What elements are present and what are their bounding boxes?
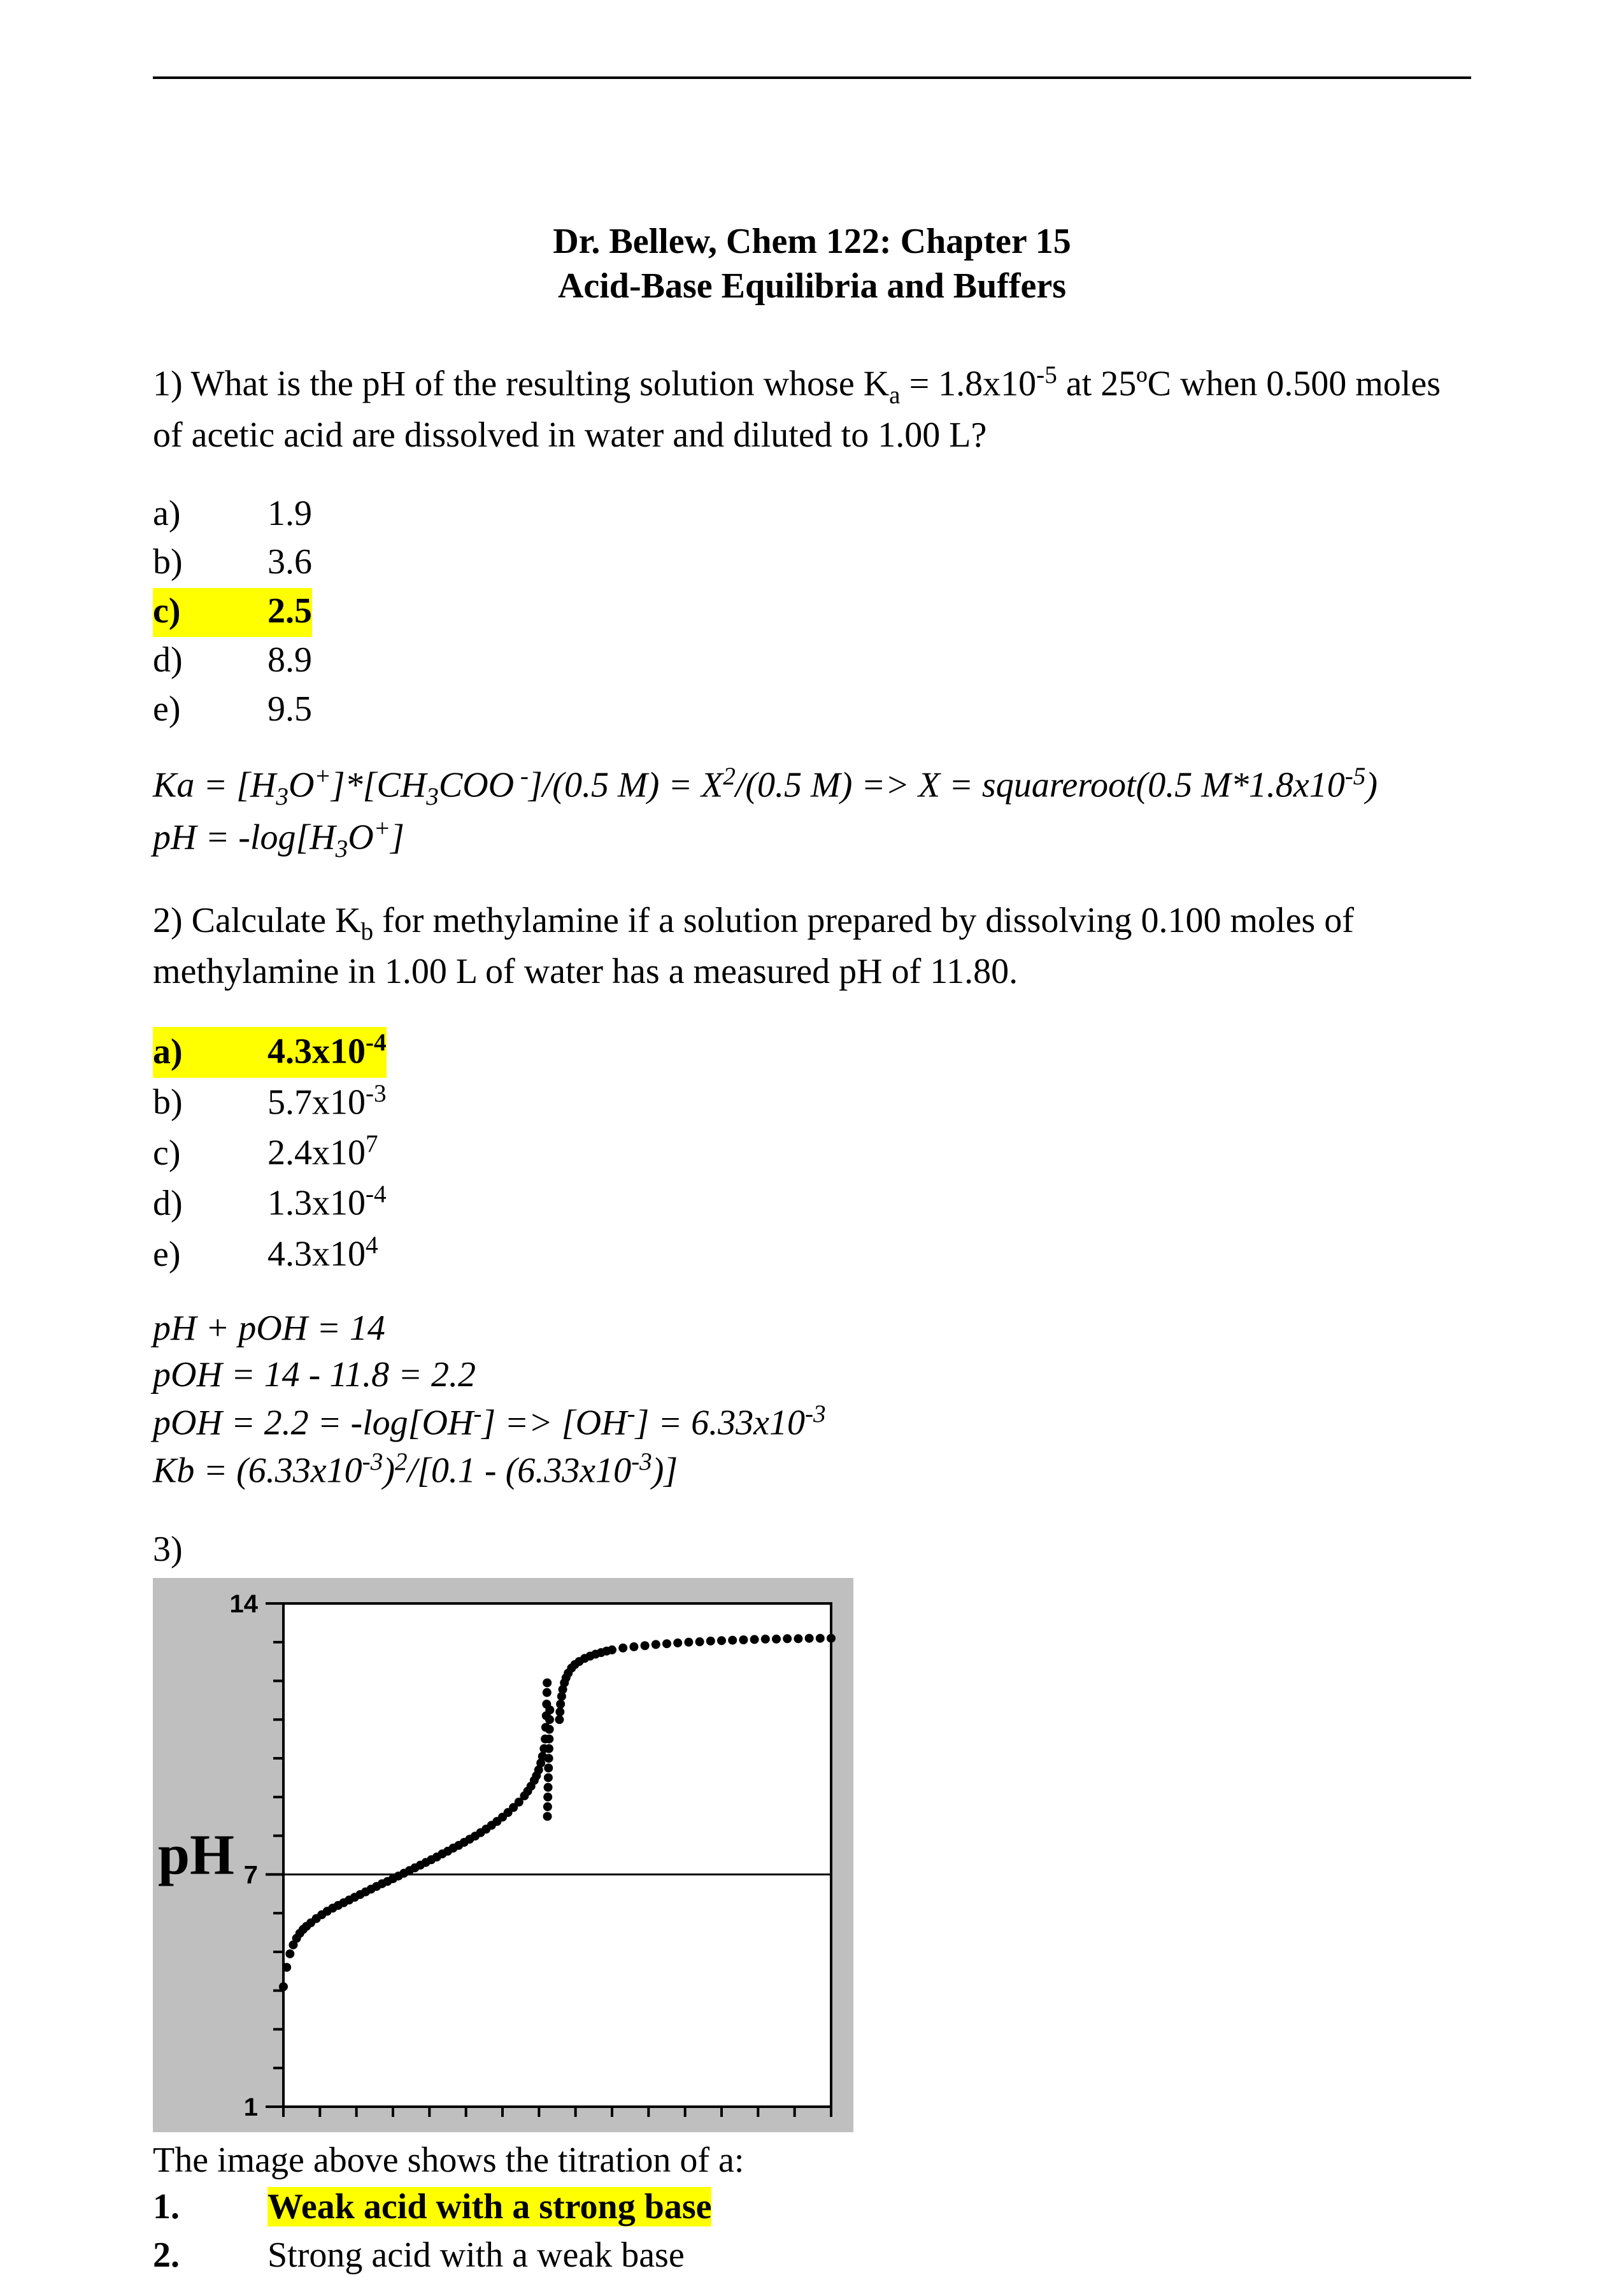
choice-value: 3.6 [267,539,312,588]
svg-text:1: 1 [244,2093,258,2121]
choice-value: 2.5 [267,588,312,637]
choice-row: e)9.5 [153,686,312,735]
chart-y-axis-label: pH [158,1822,234,1888]
answer-text: Strong acid with a weak base [267,2232,711,2280]
answer-number: 1. [153,2183,267,2232]
choice-value: 8.9 [267,637,312,686]
svg-text:7: 7 [244,1861,258,1889]
choice-letter: d) [153,637,267,686]
document-title: Dr. Bellew, Chem 122: Chapter 15 Acid-Ba… [153,219,1471,308]
svg-text:14: 14 [230,1590,259,1618]
choice-row: c)2.4x107 [153,1128,387,1179]
choice-row: b)3.6 [153,539,312,588]
q1-work-line: pH = -log[H3O+] [153,813,1471,866]
q2-choices: a)4.3x10-4b)5.7x10-3c)2.4x107d)1.3x10-4e… [153,1027,387,1280]
choice-letter: d) [153,1179,267,1229]
q2-prompt: 2) Calculate Kb for methylamine if a sol… [153,898,1471,995]
choice-row: b)5.7x10-3 [153,1078,387,1128]
answer-row: 2.Strong acid with a weak base [153,2232,711,2280]
q1-work-line: Ka = [H3O+]*[CH3COO -]/(0.5 M) = X2/(0.5… [153,761,1471,814]
choice-letter: c) [153,588,267,637]
choice-row: d)1.3x10-4 [153,1179,387,1229]
choice-value: 5.7x10-3 [267,1078,387,1128]
choice-letter: a) [153,1027,267,1077]
answer-number: 2. [153,2232,267,2280]
page: Dr. Bellew, Chem 122: Chapter 15 Acid-Ba… [0,0,1624,2102]
chart-svg: 1714 [153,1578,853,2132]
q3-caption: The image above shows the titration of a… [153,2137,1471,2184]
q1-work: Ka = [H3O+]*[CH3COO -]/(0.5 M) = X2/(0.5… [153,761,1471,866]
choice-letter: e) [153,686,267,735]
q2-work-line: pOH = 2.2 = -log[OH-] => [OH-] = 6.33x10… [153,1398,1471,1446]
top-rule [153,76,1471,79]
answer-text: Weak acid with a strong base [267,2183,711,2232]
choice-letter: b) [153,1078,267,1128]
title-line-1: Dr. Bellew, Chem 122: Chapter 15 [553,222,1071,261]
titration-chart: 1714 pH [153,1578,853,2132]
choice-row: d)8.9 [153,637,312,686]
choice-value: 9.5 [267,686,312,735]
q3-label: 3) [153,1526,1471,1573]
answer-row: 1.Weak acid with a strong base [153,2183,711,2232]
choice-letter: b) [153,539,267,588]
choice-letter: e) [153,1230,267,1280]
q2-work-line: pOH = 14 - 11.8 = 2.2 [153,1352,1471,1398]
choice-value: 4.3x104 [267,1230,387,1280]
choice-value: 4.3x10-4 [267,1027,387,1077]
q3-answers: 1.Weak acid with a strong base2.Strong a… [153,2183,711,2279]
choice-row: a)1.9 [153,491,312,540]
choice-row: a)4.3x10-4 [153,1027,387,1077]
q1-prompt: 1) What is the pH of the resulting solut… [153,359,1471,459]
choice-letter: c) [153,1128,267,1179]
choice-letter: a) [153,491,267,540]
choice-value: 2.4x107 [267,1128,387,1179]
q2-work-line: Kb = (6.33x10-3)2/[0.1 - (6.33x10-3)] [153,1446,1471,1494]
q2-work-line: pH + pOH = 14 [153,1305,1471,1352]
choice-value: 1.3x10-4 [267,1179,387,1229]
q1-choices: a)1.9b)3.6c)2.5d)8.9e)9.5 [153,491,312,735]
choice-row: c)2.5 [153,588,312,637]
choice-row: e)4.3x104 [153,1230,387,1280]
q2-work: pH + pOH = 14pOH = 14 - 11.8 = 2.2pOH = … [153,1305,1471,1495]
title-line-2: Acid-Base Equilibria and Buffers [558,266,1066,306]
choice-value: 1.9 [267,491,312,540]
